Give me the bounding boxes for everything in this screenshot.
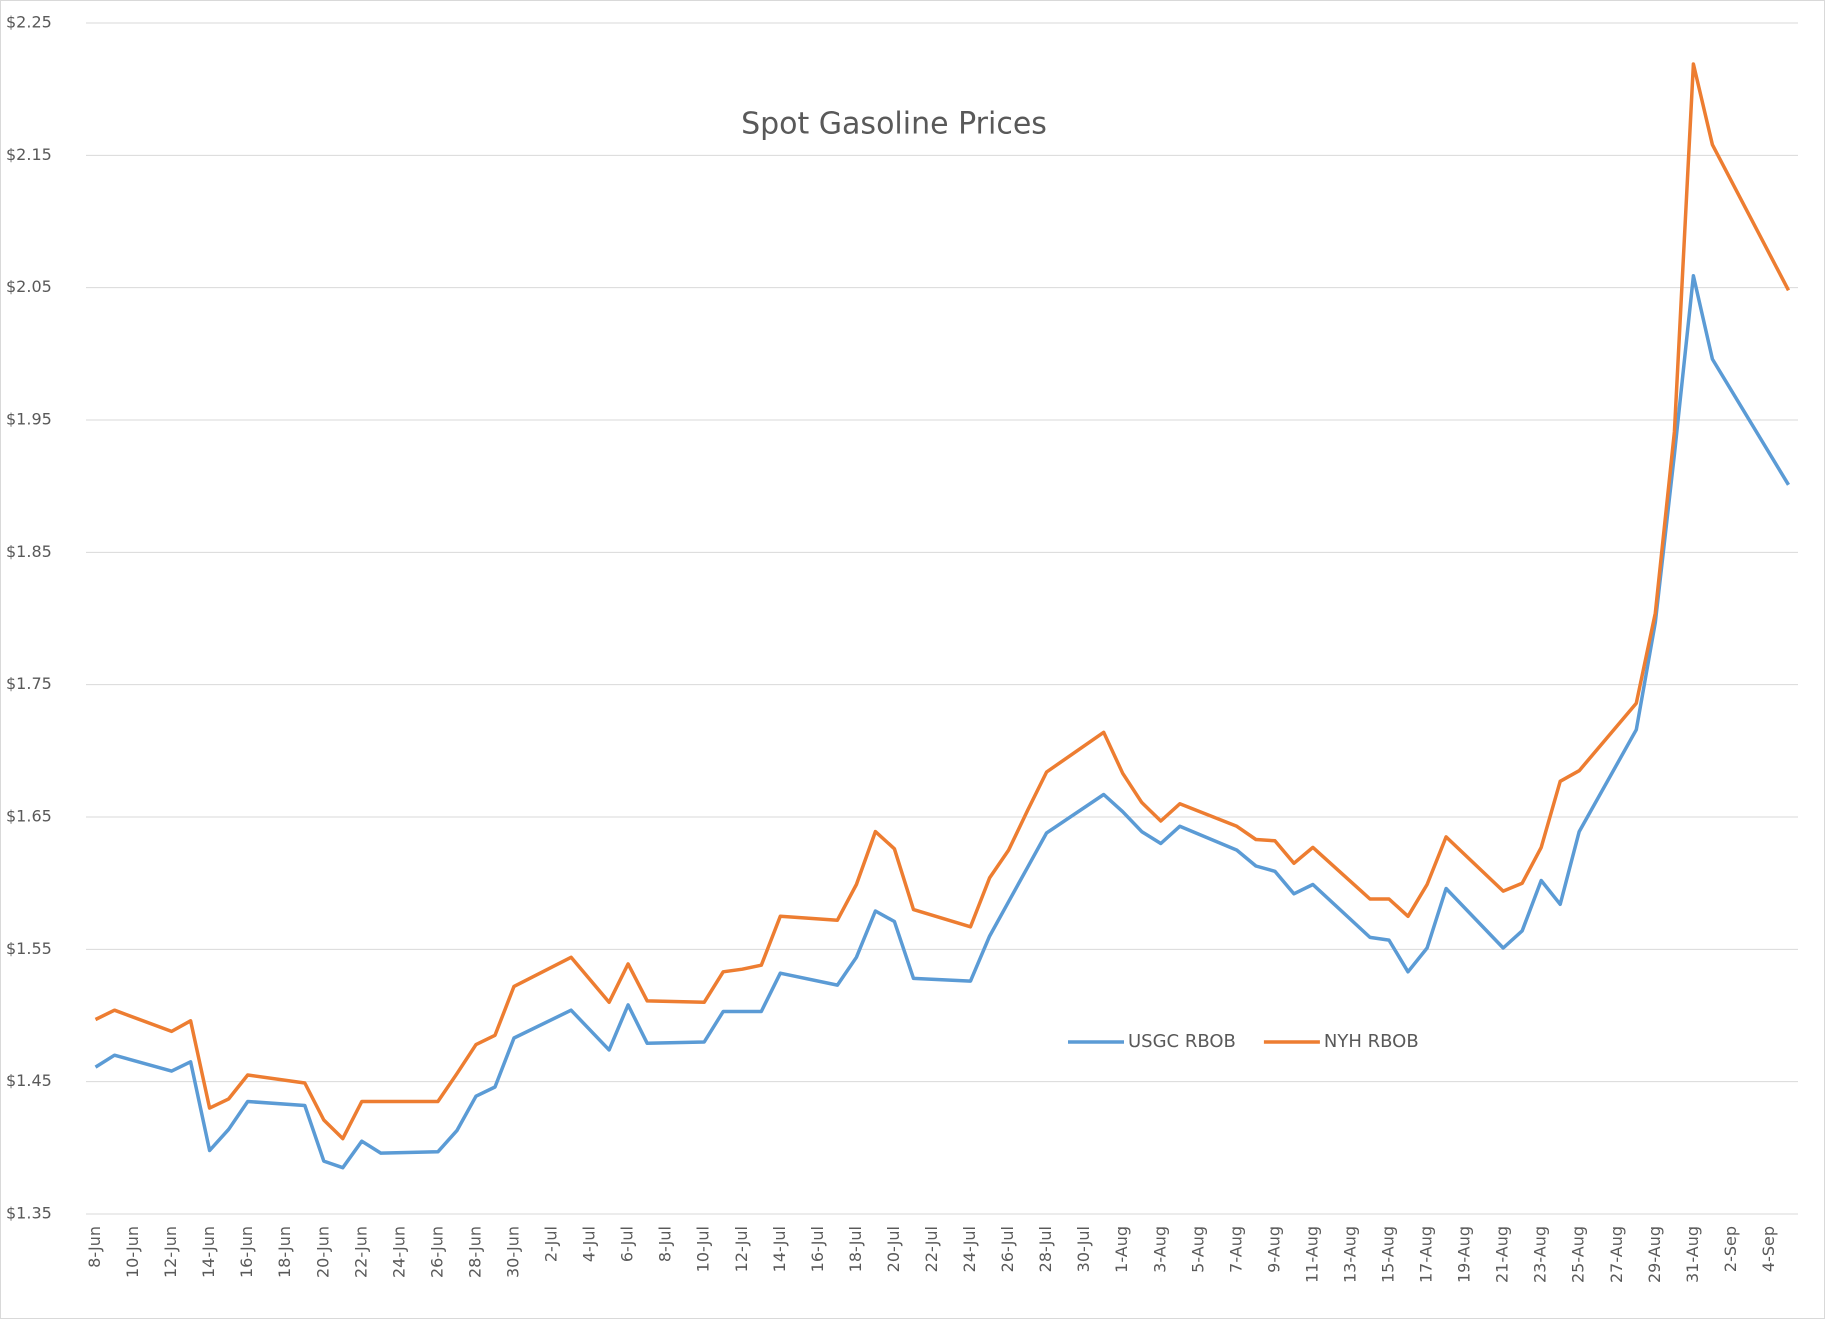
y-tick-label: $2.15: [6, 145, 52, 164]
x-tick-label: 12-Jun: [161, 1226, 180, 1278]
y-tick-label: $1.55: [6, 939, 52, 958]
y-tick-label: $2.05: [6, 277, 52, 296]
x-tick-label: 24-Jun: [389, 1226, 408, 1278]
y-tick-label: $1.75: [6, 674, 52, 693]
y-tick-label: $1.65: [6, 807, 52, 826]
x-tick-label: 9-Aug: [1264, 1226, 1283, 1273]
x-tick-label: 14-Jun: [199, 1226, 218, 1278]
series-line: [94, 274, 1790, 1170]
x-tick-label: 30-Jun: [504, 1226, 523, 1278]
x-tick-label: 10-Jul: [694, 1226, 713, 1272]
x-tick-label: 16-Jul: [808, 1226, 827, 1272]
x-tick-label: 24-Jul: [960, 1226, 979, 1272]
series-line: [94, 62, 1791, 1141]
chart-title: Spot Gasoline Prices: [741, 107, 1047, 142]
x-tick-label: 7-Aug: [1226, 1226, 1245, 1273]
x-tick-label: 20-Jun: [313, 1226, 332, 1278]
y-tick-label: $1.45: [6, 1071, 52, 1090]
x-tick-label: 29-Aug: [1645, 1226, 1664, 1283]
x-tick-label: 31-Aug: [1683, 1226, 1702, 1283]
x-tick-label: 16-Jun: [237, 1226, 256, 1278]
x-tick-label: 26-Jul: [998, 1226, 1017, 1272]
x-tick-label: 25-Aug: [1569, 1226, 1588, 1283]
y-tick-label: $2.25: [6, 13, 52, 32]
x-tick-label: 8-Jun: [85, 1226, 104, 1268]
x-tick-label: 10-Jun: [123, 1226, 142, 1278]
x-tick-label: 5-Aug: [1188, 1226, 1207, 1273]
x-tick-label: 27-Aug: [1607, 1226, 1626, 1283]
x-tick-label: 28-Jun: [465, 1226, 484, 1278]
x-tick-label: 3-Aug: [1150, 1226, 1169, 1273]
x-tick-label: 26-Jun: [427, 1226, 446, 1278]
x-tick-label: 13-Aug: [1340, 1226, 1359, 1283]
x-tick-label: 22-Jun: [351, 1226, 370, 1278]
x-tick-label: 20-Jul: [884, 1226, 903, 1272]
x-tick-label: 2-Sep: [1721, 1226, 1740, 1272]
y-tick-label: $1.35: [6, 1204, 52, 1223]
x-tick-label: 21-Aug: [1493, 1226, 1512, 1283]
y-tick-label: $1.95: [6, 410, 52, 429]
x-tick-label: 15-Aug: [1379, 1226, 1398, 1283]
x-tick-label: 11-Aug: [1302, 1226, 1321, 1283]
x-tick-label: 19-Aug: [1455, 1226, 1474, 1283]
legend-label: NYH RBOB: [1324, 1031, 1419, 1052]
y-tick-label: $1.85: [6, 542, 52, 561]
x-tick-label: 2-Jul: [542, 1226, 561, 1262]
x-tick-label: 12-Jul: [732, 1226, 751, 1272]
x-tick-label: 18-Jul: [846, 1226, 865, 1272]
x-tick-label: 30-Jul: [1074, 1226, 1093, 1272]
x-tick-label: 4-Sep: [1759, 1226, 1778, 1272]
x-tick-label: 28-Jul: [1036, 1226, 1055, 1272]
x-tick-label: 1-Aug: [1112, 1226, 1131, 1273]
x-tick-label: 8-Jul: [656, 1226, 675, 1262]
x-tick-label: 23-Aug: [1531, 1226, 1550, 1283]
x-tick-label: 14-Jul: [770, 1226, 789, 1272]
x-tick-label: 4-Jul: [580, 1226, 599, 1262]
legend-label: USGC RBOB: [1128, 1031, 1236, 1052]
x-tick-label: 18-Jun: [275, 1226, 294, 1278]
x-tick-label: 22-Jul: [922, 1226, 941, 1272]
x-tick-label: 6-Jul: [618, 1226, 637, 1262]
x-tick-label: 17-Aug: [1417, 1226, 1436, 1283]
